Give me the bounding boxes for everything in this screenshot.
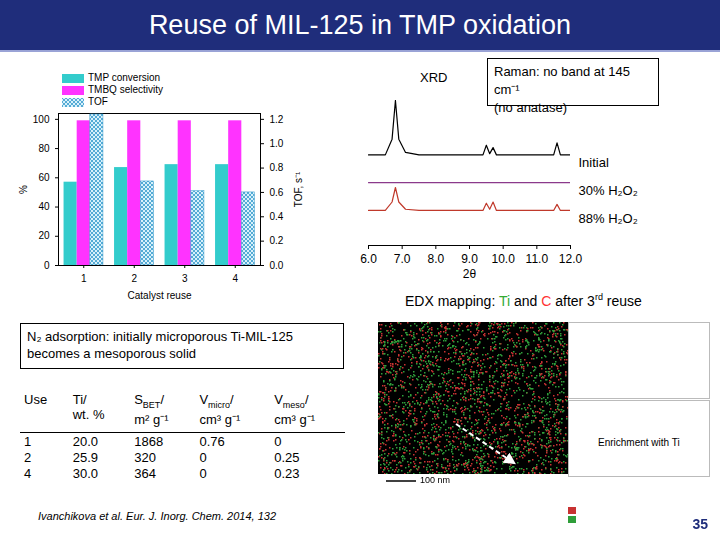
html-text:0.76: 0.76 — [199, 433, 225, 449]
html-text:EDX mapping: Ti and C after 3r: EDX mapping: Ti and C after 3rdreuse — [405, 292, 642, 309]
svg-text:7.0: 7.0 — [394, 252, 411, 266]
html-text:1868: 1868 — [134, 433, 164, 449]
html-text:Enrichment with Ti: Enrichment with Ti — [598, 437, 680, 448]
svg-text:1: 1 — [81, 273, 87, 284]
html-text:N₂ adsorption: initially micro: N₂ adsorption: initially microporous Ti-… — [27, 329, 293, 361]
html-text:0.23: 0.23 — [274, 465, 300, 481]
html-text:Ti/: Ti/ — [72, 392, 87, 407]
html-text:320: 320 — [134, 449, 156, 465]
svg-text:30% H₂O₂: 30% H₂O₂ — [579, 183, 638, 198]
html-text:2: 2 — [24, 449, 32, 465]
html-text:1: 1 — [24, 433, 32, 449]
html-text:Reuse of MIL-125 in TMP oxidat: Reuse of MIL-125 in TMP oxidation — [148, 10, 572, 40]
svg-text:0.0: 0.0 — [270, 260, 284, 271]
html-text:XRD: XRD — [420, 70, 448, 85]
svg-text:20: 20 — [38, 230, 50, 241]
html-text:0: 0 — [199, 449, 207, 465]
html-text:cm³ g⁻¹: cm³ g⁻¹ — [199, 411, 241, 427]
svg-text:TOF, s⁻¹: TOF, s⁻¹ — [293, 171, 304, 207]
svg-text:0.2: 0.2 — [270, 235, 284, 246]
html-text:wt. %: wt. % — [72, 407, 105, 422]
svg-text:2θ: 2θ — [463, 267, 477, 281]
svg-text:10.0: 10.0 — [491, 252, 515, 266]
html-text:cm³ g⁻¹: cm³ g⁻¹ — [274, 411, 315, 427]
html-text:m² g⁻¹: m² g⁻¹ — [134, 411, 169, 427]
svg-text:1.2: 1.2 — [270, 114, 284, 125]
html-text:TOF: TOF — [88, 96, 108, 107]
svg-text:%: % — [18, 185, 29, 194]
html-text:25.9: 25.9 — [72, 449, 98, 465]
svg-text:4: 4 — [232, 273, 238, 284]
html-text:Ivanchikova et al. Eur. J. Ino: Ivanchikova et al. Eur. J. Inorg. Chem. … — [38, 510, 277, 522]
svg-text:60: 60 — [38, 172, 50, 183]
svg-text:11.0: 11.0 — [526, 252, 549, 266]
html-text:364: 364 — [134, 465, 156, 481]
svg-text:9.0: 9.0 — [461, 252, 478, 266]
html-text:35: 35 — [692, 516, 708, 532]
svg-text:0.6: 0.6 — [270, 187, 284, 198]
svg-text:0.8: 0.8 — [270, 162, 284, 173]
html-text:Vmeso/: Vmeso/ — [274, 392, 309, 410]
svg-text:88% H₂O₂: 88% H₂O₂ — [579, 211, 638, 226]
html-text:0.25: 0.25 — [274, 449, 300, 465]
svg-text:Initial: Initial — [579, 155, 609, 170]
html-text:Vmicro/: Vmicro/ — [199, 392, 234, 410]
html-text:SBET/: SBET/ — [134, 392, 164, 410]
html-text:Use: Use — [24, 392, 48, 407]
svg-text:40: 40 — [38, 201, 50, 212]
html-text:TMBQ selectivity: TMBQ selectivity — [88, 84, 163, 95]
svg-text:1.0: 1.0 — [270, 138, 284, 149]
html-text:TMP conversion: TMP conversion — [88, 72, 161, 83]
svg-text:80: 80 — [38, 143, 50, 154]
svg-text:8.0: 8.0 — [427, 252, 444, 266]
svg-text:12.0: 12.0 — [559, 252, 583, 266]
html-text:Raman: no band at 145 cm⁻¹: Raman: no band at 145 cm⁻¹ — [494, 64, 630, 97]
svg-text:6.0: 6.0 — [360, 252, 377, 266]
svg-text:Catalyst reuse: Catalyst reuse — [128, 290, 192, 301]
svg-text:0: 0 — [44, 260, 50, 271]
svg-text:100: 100 — [33, 114, 50, 125]
html-text:0: 0 — [199, 465, 207, 481]
svg-text:0.4: 0.4 — [270, 211, 284, 222]
html-text:20.0: 20.0 — [72, 433, 98, 449]
svg-text:2: 2 — [131, 273, 137, 284]
html-text:0: 0 — [274, 433, 282, 449]
html-text:100 nm: 100 nm — [420, 475, 450, 485]
html-text:(no anatase): (no anatase) — [494, 100, 567, 115]
svg-text:3: 3 — [182, 273, 188, 284]
html-text:30.0: 30.0 — [72, 465, 98, 481]
html-text:4: 4 — [24, 465, 32, 481]
